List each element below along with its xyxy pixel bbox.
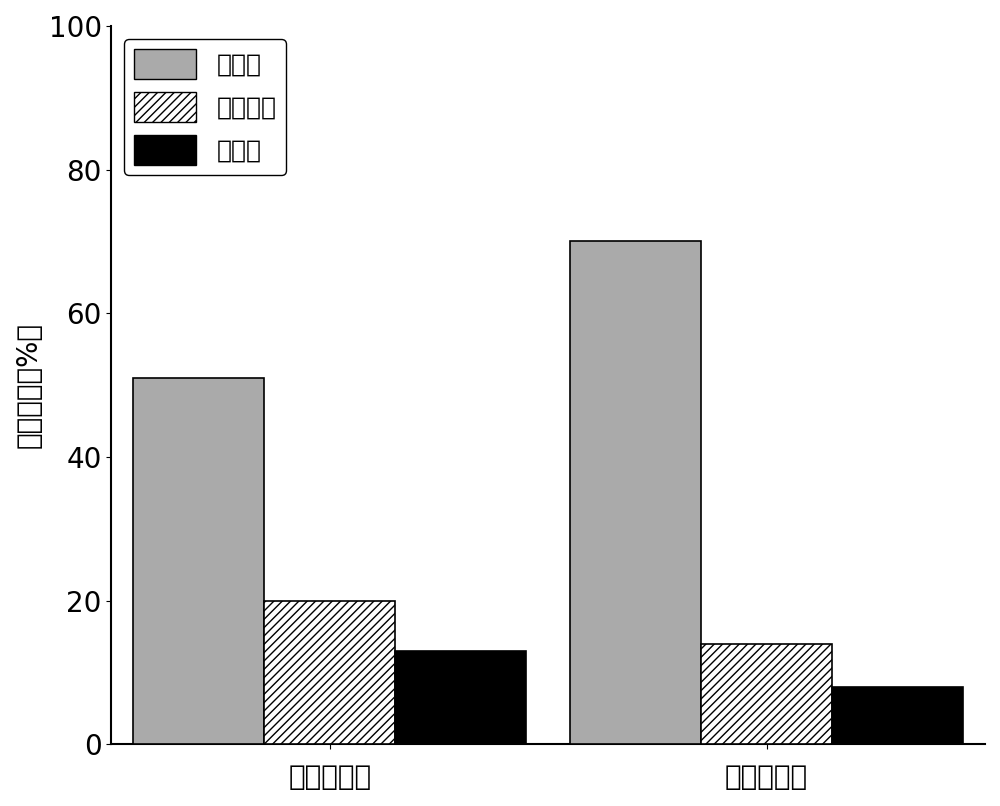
Bar <box>395 651 526 744</box>
Legend: 纤素维, 半纤维素, 木素质: 纤素维, 半纤维素, 木素质 <box>124 39 286 175</box>
Bar <box>133 378 264 744</box>
Bar <box>701 644 832 744</box>
Y-axis label: 组成比例（%）: 组成比例（%） <box>15 322 43 448</box>
Bar <box>264 600 395 744</box>
Bar <box>832 687 963 744</box>
Bar <box>570 242 701 744</box>
